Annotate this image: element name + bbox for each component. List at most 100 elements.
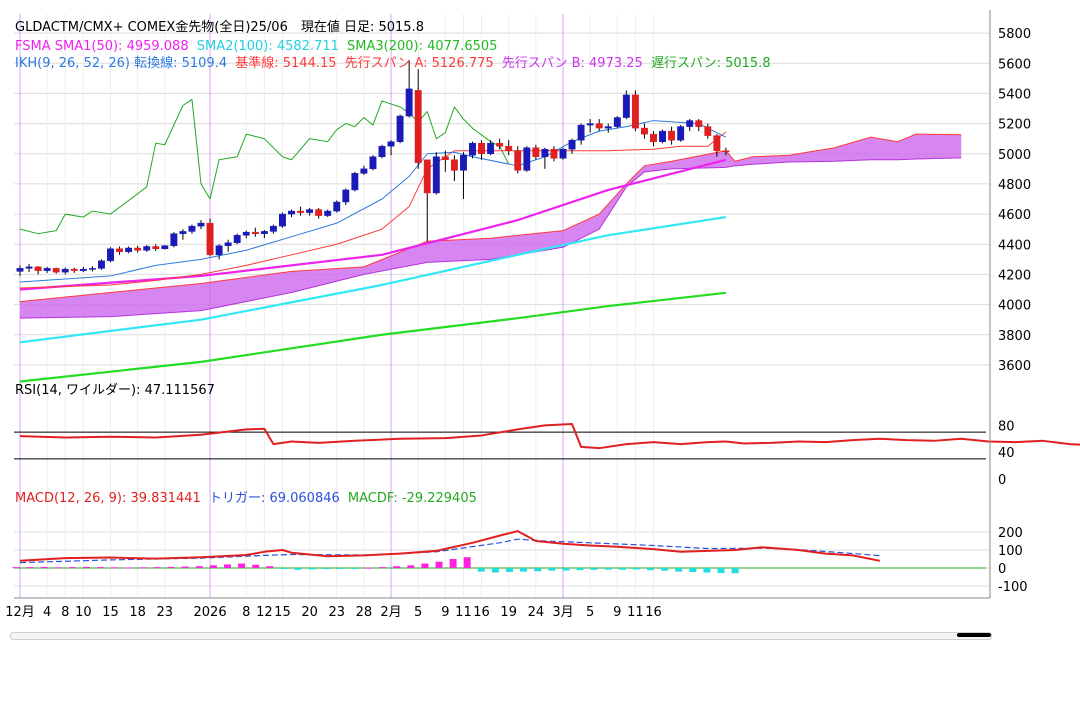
- candle-body: [16, 268, 24, 272]
- candle-body: [333, 201, 341, 212]
- candle: [496, 138, 504, 150]
- x-tick-label: 9: [613, 605, 621, 620]
- macd-tick-label: -100: [998, 580, 1028, 595]
- price-tick-label: 4800: [998, 178, 1031, 193]
- candle-body: [351, 173, 359, 191]
- candle: [722, 147, 730, 156]
- candle-body: [369, 156, 377, 170]
- candle-body: [450, 159, 458, 171]
- trigger-legend: トリガー: 69.060846: [209, 491, 340, 506]
- candle-body: [577, 124, 585, 141]
- macd-histogram-bar: [661, 568, 669, 571]
- macd-histogram-bar: [181, 566, 189, 568]
- macd-histogram-bar: [167, 566, 175, 568]
- horizontal-scrollbar[interactable]: [10, 632, 992, 640]
- macd-histogram-bar: [548, 568, 556, 571]
- candle-body: [604, 126, 612, 129]
- candle-body: [559, 148, 567, 159]
- candle-body: [686, 120, 694, 127]
- candle: [242, 230, 250, 239]
- sma100-line: [19, 216, 727, 344]
- x-tick-label: 23: [328, 605, 345, 620]
- candle-body: [487, 142, 495, 154]
- x-tick-label: 20: [301, 605, 318, 620]
- x-tick-label: 8: [61, 605, 69, 620]
- candle: [378, 144, 386, 159]
- x-tick-label: 4: [43, 605, 51, 620]
- candle-body: [215, 245, 223, 256]
- candle: [324, 209, 332, 218]
- candle: [478, 140, 486, 160]
- macd-histogram-bar: [209, 565, 217, 568]
- kijun-legend: 基準線: 5144.15: [235, 55, 336, 71]
- macdf-legend: MACDF: -29.229405: [348, 491, 477, 506]
- candle: [677, 125, 685, 142]
- ikh-legend: IKH(9, 26, 52, 26) 転換線: 5109.4 基準線: 5144…: [15, 55, 771, 71]
- candle-body: [722, 150, 730, 152]
- macd-histogram-bar: [647, 568, 654, 571]
- macd-histogram-bar: [520, 568, 528, 572]
- ichimoku-cloud: [20, 134, 962, 319]
- candle-body: [514, 150, 522, 171]
- candle: [179, 229, 187, 240]
- candle: [333, 200, 341, 213]
- x-tick-label: 15: [102, 605, 119, 620]
- candle: [52, 267, 60, 274]
- candle-body: [595, 123, 603, 129]
- candle: [16, 265, 24, 276]
- candle: [668, 126, 676, 145]
- candle: [125, 246, 133, 254]
- candle: [613, 116, 621, 129]
- candle: [70, 267, 78, 273]
- macd-histogram-bar: [632, 568, 640, 570]
- macd-histogram-bar: [139, 567, 147, 569]
- candle-body: [423, 159, 431, 194]
- macd-histogram-bar: [731, 568, 739, 574]
- macd-tick-label: 100: [998, 544, 1023, 559]
- candle-body: [170, 233, 178, 247]
- candle-body: [641, 127, 648, 135]
- macd-histogram-bar: [675, 568, 683, 572]
- candle: [604, 123, 612, 133]
- candle-body: [568, 139, 576, 150]
- scrollbar-thumb[interactable]: [957, 633, 991, 637]
- sma200-line: [19, 291, 727, 383]
- candle-body: [378, 145, 386, 158]
- candle: [514, 146, 522, 174]
- candle-body: [496, 142, 504, 147]
- candle: [568, 138, 576, 154]
- macd-line: [19, 530, 880, 562]
- price-tick-label: 3600: [998, 359, 1031, 374]
- candle: [25, 263, 33, 273]
- x-tick-label: 12: [256, 605, 273, 620]
- candle-body: [396, 115, 404, 142]
- macd-histogram-bar: [252, 564, 260, 568]
- candle: [161, 245, 169, 250]
- candle-body: [179, 231, 187, 234]
- macd-histogram-bar: [195, 566, 203, 568]
- candle: [559, 147, 567, 160]
- macd-histogram-bar: [463, 557, 471, 568]
- candle-body: [61, 268, 69, 273]
- candle: [423, 159, 431, 242]
- candle: [631, 90, 639, 132]
- x-tick-label: 9: [441, 605, 449, 620]
- candle: [577, 123, 585, 145]
- sma3-legend: SMA3(200): 4077.6505: [347, 39, 497, 54]
- candle: [206, 218, 214, 257]
- x-tick-label: 2026: [194, 605, 227, 620]
- trigger-line: [19, 538, 880, 564]
- x-tick-label: 19: [500, 605, 517, 620]
- candle-body: [315, 209, 323, 216]
- candle: [34, 266, 42, 275]
- candle: [450, 155, 458, 181]
- x-tick-label: 28: [356, 605, 373, 620]
- candle-body: [704, 126, 712, 136]
- candle-body: [460, 155, 467, 171]
- macd-tick-label: 0: [998, 562, 1006, 577]
- price-tick-label: 5600: [998, 57, 1031, 72]
- x-tick-label: 10: [75, 605, 92, 620]
- macd-histogram-bar: [125, 567, 133, 569]
- sma1-legend: FSMA SMA1(50): 4959.088: [15, 39, 189, 54]
- candle: [686, 119, 694, 132]
